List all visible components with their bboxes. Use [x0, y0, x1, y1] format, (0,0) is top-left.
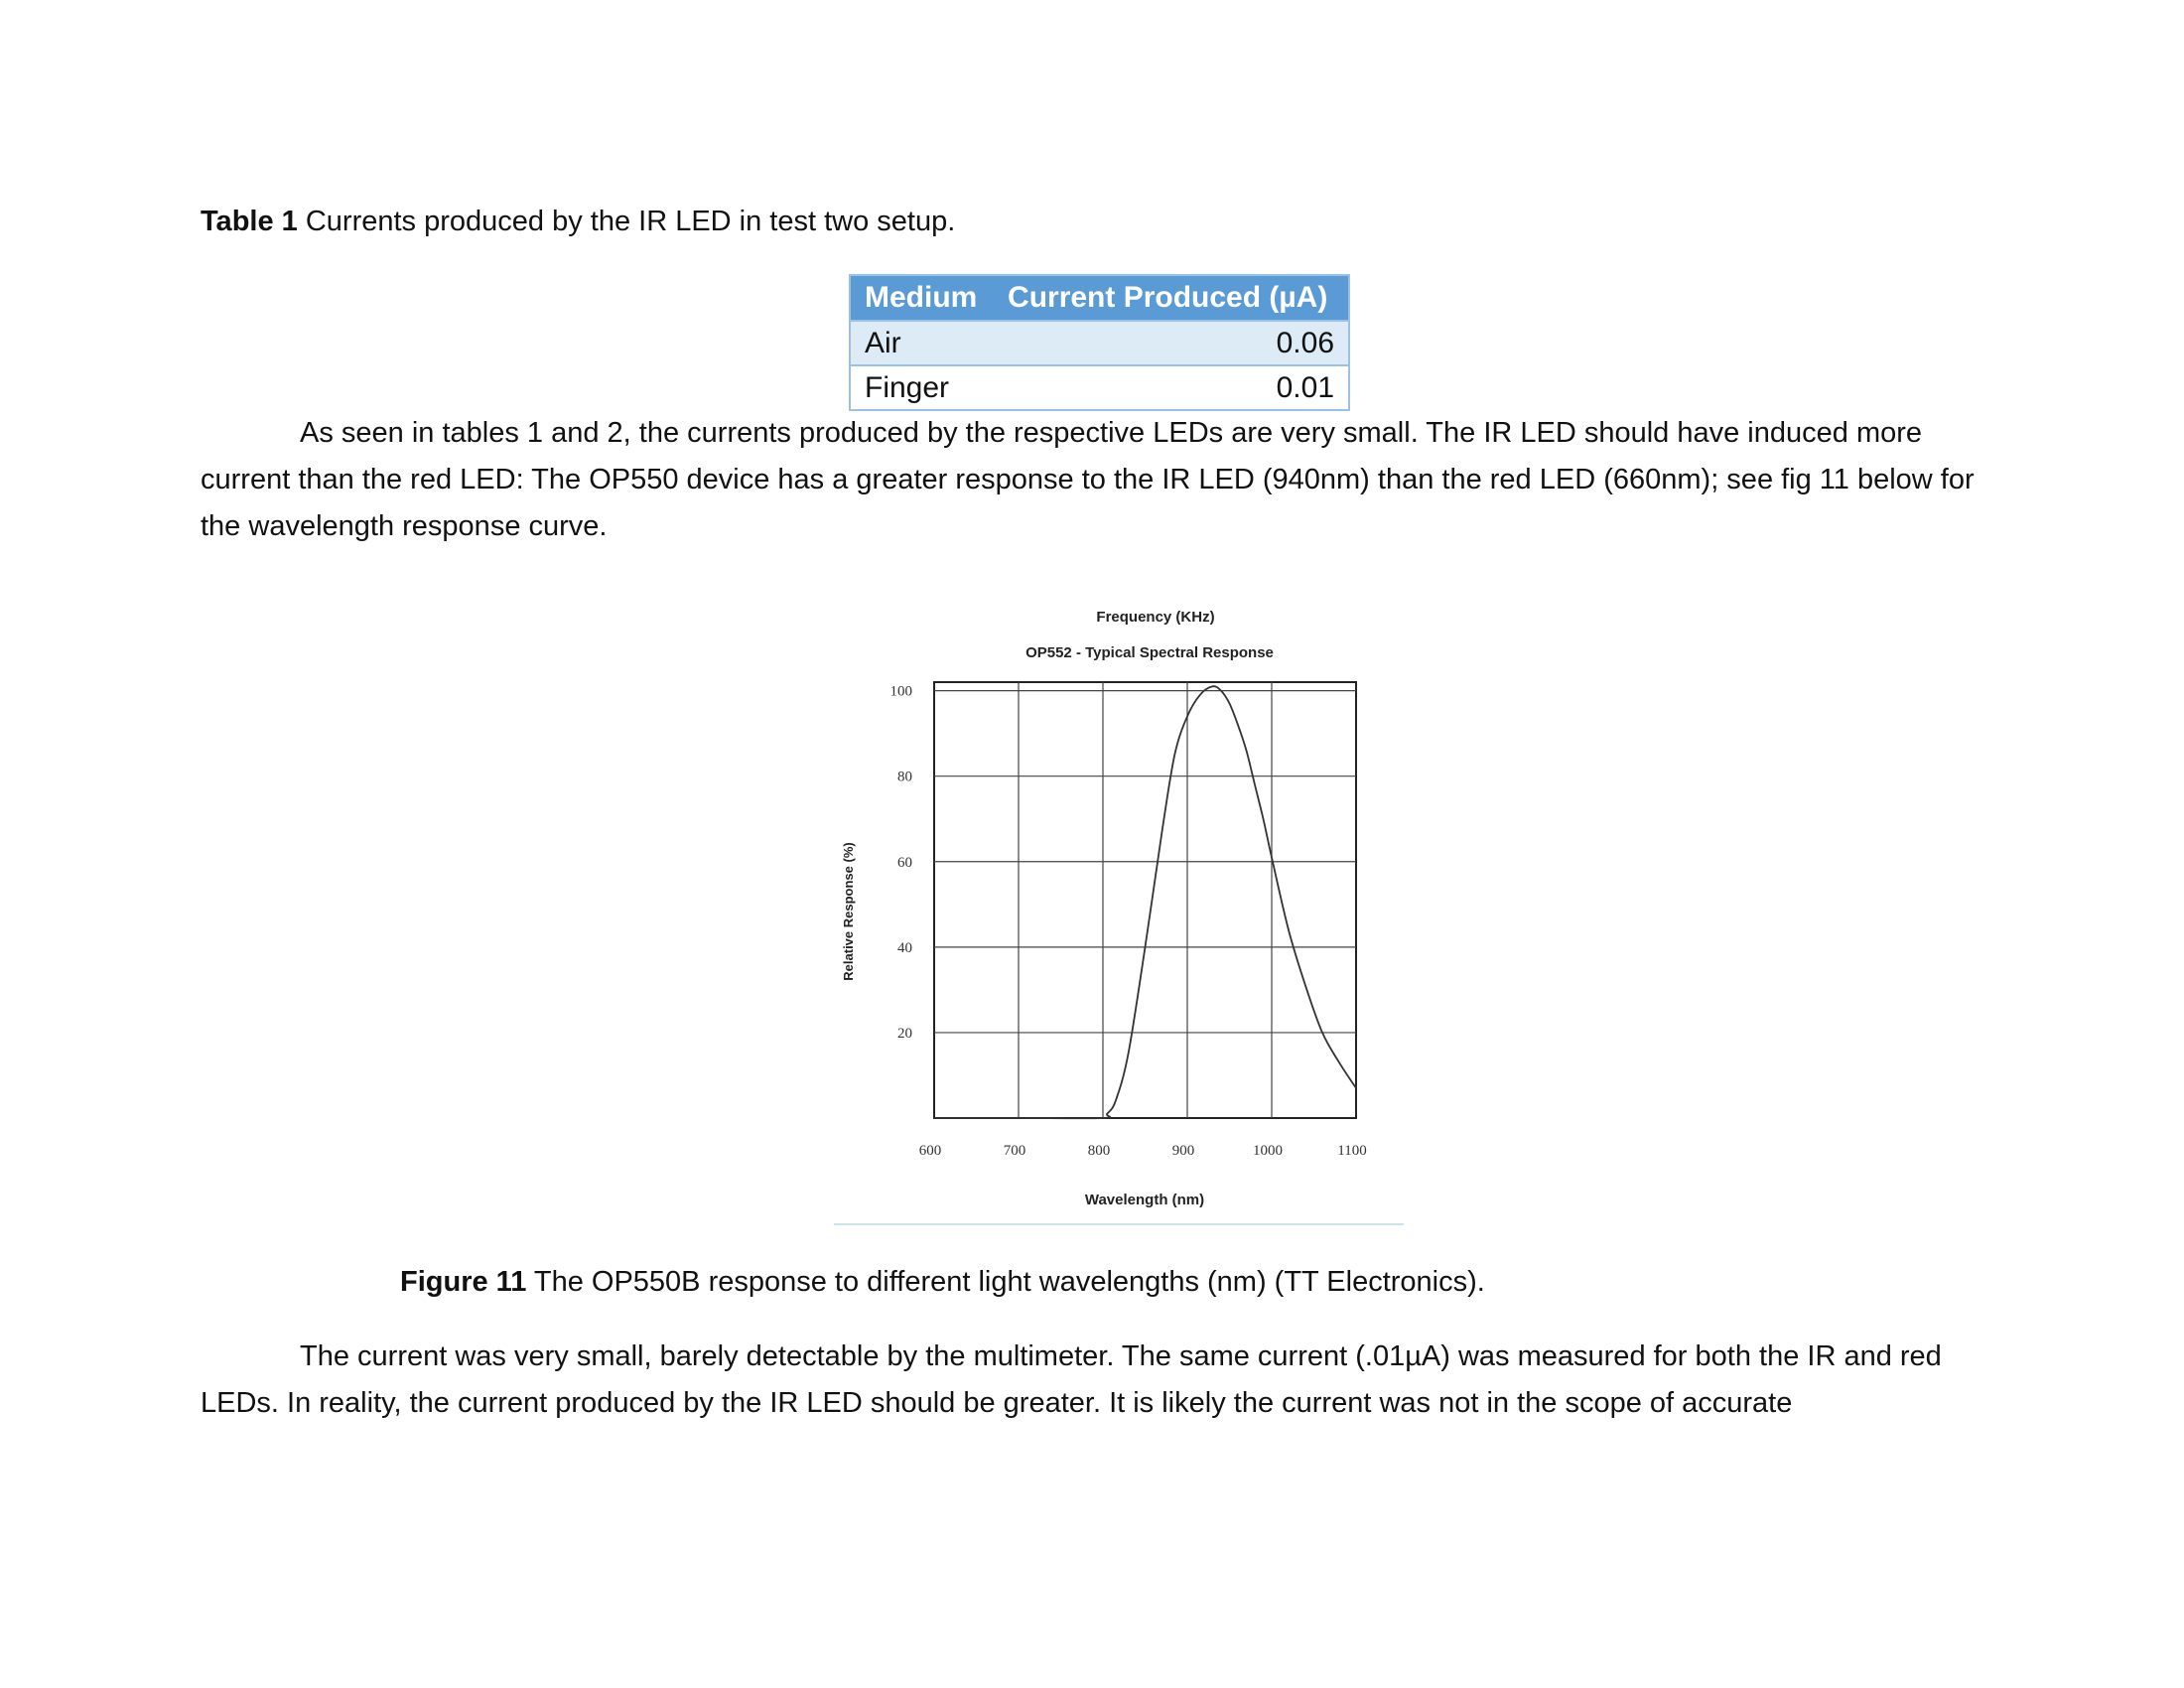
paragraph-1: As seen in tables 1 and 2, the currents … [201, 410, 2017, 550]
y-tick-label: 100 [890, 684, 913, 700]
x-tick-label: 700 [1004, 1143, 1026, 1159]
figure-caption-text: The OP550B response to different light w… [526, 1266, 1485, 1298]
cell-current: 0.06 [994, 320, 1349, 365]
y-tick-label: 60 [897, 855, 912, 871]
x-tick-label: 1000 [1253, 1143, 1283, 1159]
figure-divider [834, 1223, 1404, 1225]
x-tick-label: 600 [919, 1143, 942, 1159]
spectral-response-line [934, 685, 1357, 1120]
figure-caption-label: Figure 11 [400, 1266, 527, 1298]
table-header-row: Medium Current Produced (µA) [850, 275, 1349, 322]
chart-title: OP552 - Typical Spectral Response [1025, 644, 1274, 661]
chart-svg: Frequency (KHz) OP552 - Typical Spectral… [841, 609, 1367, 1208]
table-row: Finger 0.01 [850, 364, 1349, 410]
y-tick-label: 20 [897, 1026, 912, 1042]
cell-current: 0.01 [994, 364, 1349, 410]
x-tick-label: 800 [1088, 1143, 1111, 1159]
spectral-response-chart: Frequency (KHz) OP552 - Typical Spectral… [834, 596, 1410, 1231]
header-current: Current Produced (µA) [994, 275, 1349, 322]
chart-x-axis-label: Wavelength (nm) [1085, 1192, 1204, 1208]
current-table: Medium Current Produced (µA) Air 0.06 Fi… [849, 274, 1350, 411]
chart-y-axis-label: Relative Response (%) [841, 842, 856, 980]
cell-medium: Air [850, 320, 995, 365]
table-caption: Table 1 Currents produced by the IR LED … [201, 199, 955, 245]
y-tick-label: 40 [897, 940, 912, 956]
table-caption-text: Currents produced by the IR LED in test … [297, 206, 956, 237]
x-tick-label: 900 [1172, 1143, 1195, 1159]
table-caption-label: Table 1 [201, 206, 298, 237]
cell-medium: Finger [850, 364, 995, 410]
x-tick-label: 1100 [1337, 1143, 1366, 1159]
header-medium: Medium [850, 275, 995, 322]
chart-subtitle: Frequency (KHz) [1096, 609, 1214, 626]
plot-frame [933, 681, 1357, 1119]
paragraph-2: The current was very small, barely detec… [201, 1334, 2017, 1427]
paragraph-2-text: The current was very small, barely detec… [201, 1340, 1942, 1419]
figure-caption: Figure 11 The OP550B response to differe… [400, 1259, 1485, 1306]
table-row: Air 0.06 [850, 320, 1349, 365]
y-tick-label: 80 [897, 770, 912, 785]
paragraph-1-text: As seen in tables 1 and 2, the currents … [201, 417, 1975, 542]
